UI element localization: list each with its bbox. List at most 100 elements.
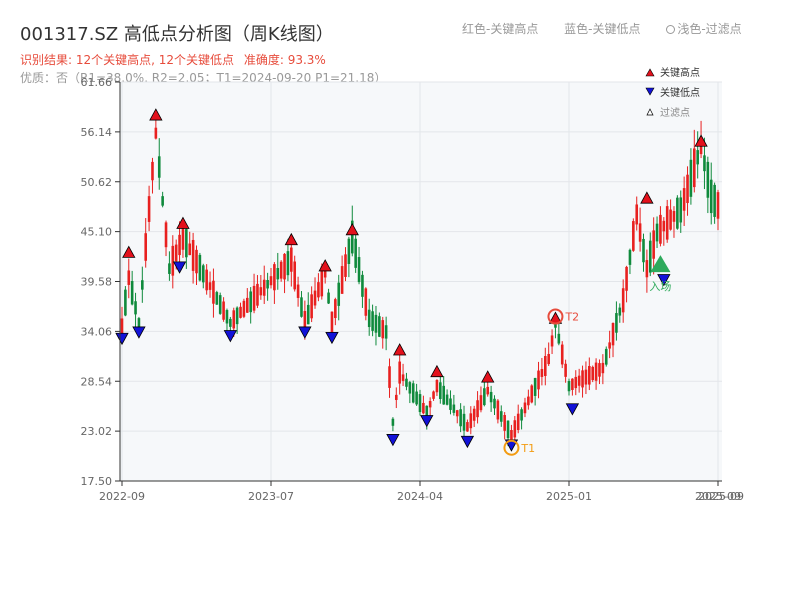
x-tick-label: 2025-01: [546, 490, 592, 503]
candle-body: [435, 379, 439, 393]
candle-body: [537, 370, 540, 390]
candle-body: [459, 409, 462, 427]
candle-body: [394, 394, 398, 400]
candle-body: [249, 291, 252, 313]
candle-body: [164, 222, 168, 248]
legend-light-label: 浅色-过滤点: [666, 22, 742, 36]
candle-body: [364, 288, 368, 316]
candle-body: [716, 192, 720, 219]
candle-body: [144, 233, 148, 261]
candle-body: [171, 245, 175, 276]
top-legend: 红色-关键高点 蓝色-关键低点 浅色-过滤点: [462, 20, 764, 37]
candle-body: [486, 386, 490, 395]
candle-body: [706, 161, 710, 198]
candle-body: [212, 280, 215, 304]
candle-body: [645, 260, 649, 278]
candle-body: [218, 295, 222, 314]
candle-body: [151, 161, 154, 181]
candle-body: [340, 266, 344, 294]
key-low-marker: [386, 434, 400, 447]
candle-body: [669, 209, 672, 230]
key-high-marker: [122, 245, 136, 258]
result-line: 识别结果: 12个关键高点, 12个关键低点 准确度: 93.3%: [20, 51, 332, 68]
candle-body: [618, 307, 622, 316]
candle-body: [354, 238, 357, 268]
candle-body: [655, 223, 659, 242]
candle-body: [452, 404, 456, 413]
candle-body: [523, 402, 527, 414]
candle-body: [422, 402, 425, 414]
candle-body: [611, 323, 615, 346]
key-low-marker: [325, 331, 339, 345]
candle-body: [608, 342, 611, 349]
candle-body: [449, 398, 452, 410]
candle-body: [530, 385, 534, 403]
candle-body: [127, 270, 131, 285]
candle-body: [601, 362, 605, 374]
candle-body: [493, 398, 496, 409]
candle-body: [648, 240, 652, 273]
candle-body: [232, 310, 236, 329]
legend-filtered-marker: [646, 108, 654, 116]
candle-body: [598, 363, 601, 377]
candle-body: [510, 430, 513, 442]
candle-body: [303, 310, 307, 335]
candle-body: [286, 251, 290, 276]
candle-body: [252, 285, 256, 311]
candle-body: [506, 420, 510, 439]
candle-body: [388, 366, 391, 388]
candle-body: [161, 196, 164, 206]
x-tick-label-overlap: 2025-09: [698, 490, 744, 503]
candle-body: [632, 221, 635, 251]
candle-body: [581, 370, 584, 388]
candle-body: [560, 344, 564, 365]
candle-body: [245, 297, 249, 313]
candle-body: [391, 418, 395, 426]
candle-body: [130, 281, 134, 305]
candle-body: [225, 310, 229, 324]
candle-body: [699, 139, 703, 155]
key-high-marker: [481, 370, 495, 383]
candle-body: [672, 210, 676, 222]
candle-body: [445, 394, 449, 405]
y-tick-label: 39.58: [81, 276, 113, 289]
candle-body: [567, 381, 571, 392]
key-low-marker: [298, 326, 312, 339]
key-low-marker: [115, 332, 129, 346]
entry-marker: [650, 255, 671, 273]
candle-body: [628, 249, 632, 265]
candle-body: [350, 220, 354, 254]
key-high-marker: [284, 232, 298, 246]
candle-body: [408, 382, 412, 394]
result-text: 识别结果: 12个关键高点, 12个关键低点: [20, 53, 235, 67]
key-high-marker: [345, 222, 359, 236]
legend-high-marker: [645, 68, 655, 77]
candle-body: [239, 306, 242, 318]
candle-body: [604, 348, 608, 365]
key-low-marker: [223, 330, 238, 343]
candle-body: [124, 289, 127, 316]
candle-body: [425, 405, 429, 421]
candle-body: [120, 318, 124, 337]
candle-body: [337, 282, 341, 306]
candle-body: [317, 282, 320, 298]
candle-body: [178, 234, 181, 256]
candle-body: [229, 318, 232, 327]
candle-body: [157, 156, 161, 178]
candle-body: [432, 391, 435, 399]
candle-body: [259, 287, 263, 296]
candle-body: [300, 297, 303, 317]
candle-body: [516, 413, 520, 431]
candle-body: [638, 223, 642, 242]
y-tick-label: 45.10: [81, 226, 113, 239]
candle-body: [147, 196, 151, 222]
candle-body: [476, 400, 479, 418]
key-high-marker: [694, 134, 708, 147]
candle-body: [466, 422, 469, 432]
candle-body: [201, 265, 205, 283]
candle-body: [489, 391, 493, 403]
candle-body: [256, 283, 259, 306]
candle-body: [405, 378, 408, 387]
candle-body: [296, 284, 300, 298]
candle-body: [584, 369, 588, 385]
